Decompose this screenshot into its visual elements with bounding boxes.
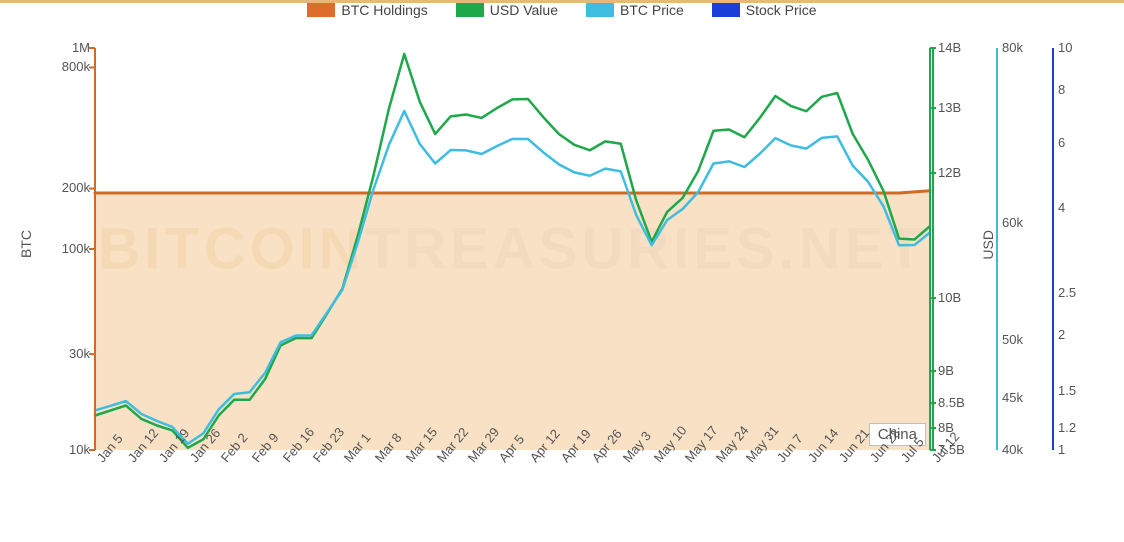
x-axis-tick: Mar 29: [465, 454, 478, 465]
y-axis-label-usd: USD: [980, 230, 996, 260]
axis-tick: 800k: [48, 59, 90, 74]
x-axis-tick: May 17: [681, 454, 694, 465]
x-axis-tick: Jun 14: [805, 454, 818, 465]
x-axis-tick: Apr 5: [496, 454, 509, 465]
axis-tick: 30k: [48, 346, 90, 361]
x-axis-tick: Mar 22: [434, 454, 447, 465]
x-axis-ticks: Jan 5 Jan 12 Jan 19 Jan 26 Feb 2 Feb 9 Feb 16 F…: [95, 454, 930, 542]
axis-tick: 8B: [938, 420, 954, 435]
axis-tick: 2: [1058, 327, 1065, 342]
axis-tick: 1.5: [1058, 383, 1076, 398]
axis-tick: 6: [1058, 135, 1065, 150]
axis-tick: 14B: [938, 40, 961, 55]
axis-tick: 13B: [938, 100, 961, 115]
legend-label: USD Value: [490, 2, 558, 18]
x-axis-tick: Jan 5: [94, 454, 107, 465]
axis-tick: 12B: [938, 165, 961, 180]
x-axis-tick: May 10: [650, 454, 663, 465]
x-axis-tick: Jan 26: [186, 454, 199, 465]
axis-tick: 4: [1058, 200, 1065, 215]
axis-tick: 200k: [48, 180, 90, 195]
x-axis-tick: Feb 9: [248, 454, 261, 465]
legend: BTC Holdings USD Value BTC Price Stock P…: [0, 2, 1124, 18]
legend-label: BTC Price: [620, 2, 684, 18]
x-axis-tick: Mar 15: [403, 454, 416, 465]
axis-tick: 9B: [938, 363, 954, 378]
axis-tick: 8.5B: [938, 395, 965, 410]
legend-label: Stock Price: [746, 2, 817, 18]
x-axis-tick: May 31: [743, 454, 756, 465]
y-axis-label-btc: BTC: [18, 230, 34, 258]
axis-line-btc-price: [996, 48, 998, 450]
x-axis-tick: Feb 23: [310, 454, 323, 465]
x-axis-tick: Feb 2: [217, 454, 230, 465]
x-axis-tick: Jun 21: [836, 454, 849, 465]
plot-svg: [95, 48, 930, 450]
axis-tick: 45k: [1002, 390, 1023, 405]
x-axis-tick: Jun 7: [774, 454, 787, 465]
legend-swatch: [307, 3, 335, 17]
axis-tick: 2.5: [1058, 285, 1076, 300]
x-axis-tick: Jan 19: [156, 454, 169, 465]
axis-line-usd-value: [932, 48, 934, 450]
axis-tick: 1M: [48, 40, 90, 55]
chart-container: BTC Holdings USD Value BTC Price Stock P…: [0, 0, 1124, 542]
x-axis-tick: Mar 1: [341, 454, 354, 465]
x-axis-tick: Jul 5: [898, 454, 911, 465]
legend-item-btc-price[interactable]: BTC Price: [586, 2, 684, 18]
axis-tick: 80k: [1002, 40, 1023, 55]
x-axis-tick: Mar 8: [372, 454, 385, 465]
legend-swatch: [456, 3, 484, 17]
x-axis-tick: Apr 12: [527, 454, 540, 465]
axis-tick: 50k: [1002, 332, 1023, 347]
x-axis-tick: Jan 12: [125, 454, 138, 465]
axis-line-stock-price: [1052, 48, 1054, 450]
axis-tick: 10: [1058, 40, 1072, 55]
axis-tick: 60k: [1002, 215, 1023, 230]
legend-swatch: [586, 3, 614, 17]
plot-area: BITCOINTREASURIES.NET China: [95, 48, 930, 450]
legend-item-btc-holdings[interactable]: BTC Holdings: [307, 2, 427, 18]
axis-tick: 7.5B: [938, 442, 965, 457]
axis-tick: 8: [1058, 82, 1065, 97]
legend-item-usd-value[interactable]: USD Value: [456, 2, 558, 18]
axis-tick: 100k: [48, 241, 90, 256]
axis-tick: 10B: [938, 290, 961, 305]
axis-tick: 1: [1058, 442, 1065, 457]
axis-tick: 40k: [1002, 442, 1023, 457]
x-axis-tick: May 3: [619, 454, 632, 465]
legend-swatch: [712, 3, 740, 17]
axis-tick: 1.2: [1058, 420, 1076, 435]
legend-item-stock-price[interactable]: Stock Price: [712, 2, 817, 18]
axis-tick: 10k: [48, 442, 90, 457]
x-axis-tick: Apr 26: [589, 454, 602, 465]
legend-label: BTC Holdings: [341, 2, 427, 18]
x-axis-tick: Feb 16: [279, 454, 292, 465]
x-axis-tick: Apr 19: [558, 454, 571, 465]
x-axis-tick: May 24: [712, 454, 725, 465]
x-axis-tick: Jun 28: [867, 454, 880, 465]
